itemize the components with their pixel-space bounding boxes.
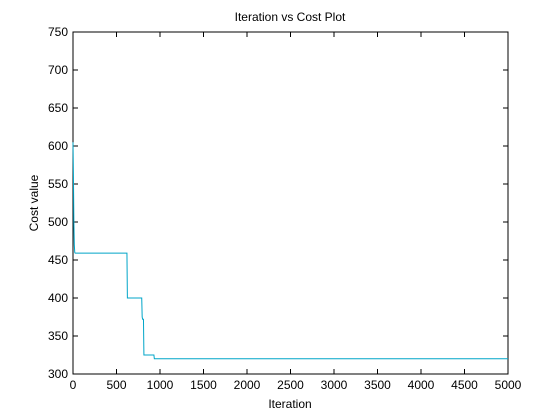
x-tick-label: 3500 [364, 378, 391, 392]
y-tick-label: 300 [48, 367, 68, 381]
x-tick-label: 3000 [321, 378, 348, 392]
y-tick-label: 400 [48, 291, 68, 305]
y-tick-label: 600 [48, 139, 68, 153]
y-tick-label: 450 [48, 253, 68, 267]
x-tick-label: 4000 [408, 378, 435, 392]
y-tick-label: 700 [48, 63, 68, 77]
series-layer [72, 142, 508, 360]
y-tick-label: 350 [48, 329, 68, 343]
x-tick-label: 500 [106, 378, 126, 392]
y-tick-label: 500 [48, 215, 68, 229]
x-tick-label: 2000 [234, 378, 261, 392]
x-tick-label: 2500 [277, 378, 304, 392]
x-tick-label: 0 [70, 378, 77, 392]
x-tick-label: 5000 [495, 378, 522, 392]
plot-frame [72, 31, 509, 375]
tick-labels: 0 500 1000 1500 2000 2500 3000 3500 4000 4500 5000… [48, 25, 522, 392]
chart-title: Iteration vs Cost Plot [235, 10, 346, 24]
y-tick-label: 750 [48, 25, 68, 39]
x-tick-label: 4500 [451, 378, 478, 392]
cost-series-line [72, 142, 508, 360]
y-tick-label: 550 [48, 177, 68, 191]
x-tick-label: 1000 [147, 378, 174, 392]
y-axis-label: Cost value [27, 174, 41, 231]
x-tick-label: 1500 [190, 378, 217, 392]
x-axis-label: Iteration [268, 397, 311, 411]
y-tick-label: 650 [48, 101, 68, 115]
ticks-layer [72, 31, 509, 375]
